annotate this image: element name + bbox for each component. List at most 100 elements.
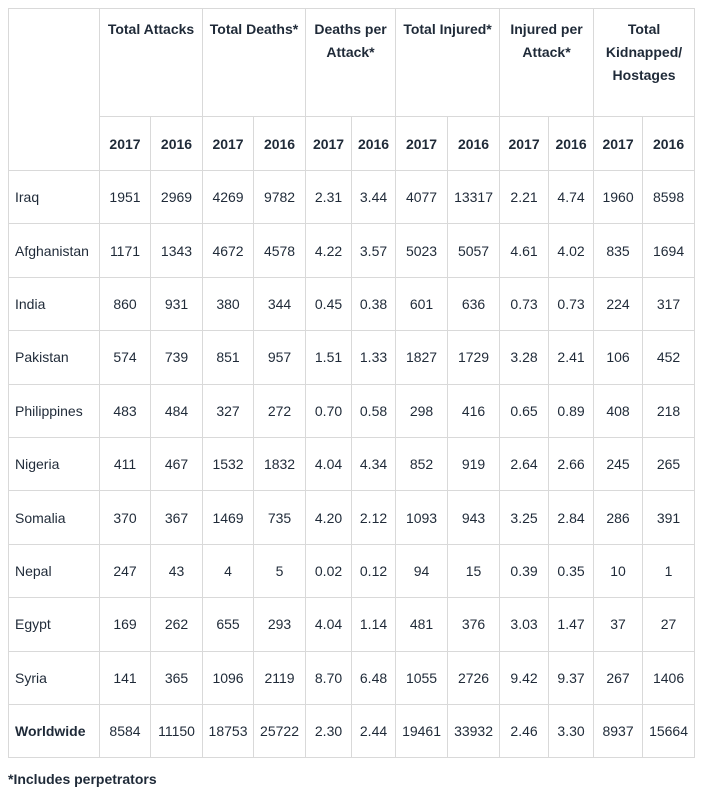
value-cell: 2.84 [548,490,595,545]
header-total-injured: Total Injured* [395,8,501,117]
table-row: Pakistan 574 739 851 957 1.51 1.33 1827 1729 3.28… [8,330,696,385]
value-cell: 0.73 [548,276,595,332]
country-cell: India [8,276,100,332]
value-cell: 218 [642,383,696,438]
value-cell: 3.03 [499,597,550,652]
value-cell: 0.70 [305,383,353,438]
value-cell: 2119 [253,650,307,705]
header-injured-per-attack: Injured per Attack* [499,8,595,117]
header-total-attacks: Total Attacks [98,8,204,117]
value-cell: 141 [99,650,151,705]
value-cell: 0.65 [499,383,550,438]
value-cell: 1 [642,543,696,599]
value-cell: 4.02 [548,223,595,278]
value-cell: 852 [395,436,449,492]
value-cell: 4.74 [548,169,595,225]
value-cell: 957 [253,330,307,385]
value-cell: 267 [593,650,644,705]
value-cell: 265 [642,436,696,492]
footnote: *Includes perpetrators [8,771,157,787]
country-cell: Iraq [8,169,100,225]
value-cell: 1951 [99,169,151,225]
country-cell: Syria [8,650,100,705]
value-cell: 344 [253,276,307,332]
year-header: 2016 [642,116,696,171]
value-cell: 33932 [447,703,501,759]
value-cell: 19461 [395,703,449,759]
value-cell: 2.44 [351,703,397,759]
value-cell: 9.42 [499,650,550,705]
value-cell: 286 [593,490,644,545]
value-cell: 1827 [395,330,449,385]
year-header: 2016 [149,116,204,171]
value-cell: 3.28 [499,330,550,385]
value-cell: 245 [593,436,644,492]
year-header: 2016 [447,116,501,171]
value-cell: 15 [447,543,501,599]
value-cell: 601 [395,276,449,332]
country-cell: Nigeria [8,436,100,492]
value-cell: 1406 [642,650,696,705]
value-cell: 1832 [253,436,307,492]
value-cell: 2969 [149,169,204,225]
value-cell: 411 [99,436,151,492]
country-cell: Nepal [8,543,100,599]
value-cell: 416 [447,383,501,438]
table-row: Somalia 370 367 1469 735 4.20 2.12 1093 943 3.25 2… [8,490,696,545]
year-header: 2017 [593,116,644,171]
year-header-row: 2017 2016 2017 2016 2017 2016 2017 2016 … [9,116,696,171]
value-cell: 1532 [202,436,255,492]
value-cell: 2.21 [499,169,550,225]
value-cell: 3.25 [499,490,550,545]
value-cell: 4.22 [305,223,353,278]
table-row: Nepal 247 43 4 5 0.02 0.12 94 15 0.39 0.35 10 1 [8,543,696,599]
value-cell: 4578 [253,223,307,278]
value-cell: 452 [642,330,696,385]
value-cell: 8.70 [305,650,353,705]
value-cell: 735 [253,490,307,545]
country-cell: Philippines [8,383,100,438]
country-cell: Afghanistan [8,223,100,278]
year-header: 2016 [351,116,397,171]
value-cell: 0.02 [305,543,353,599]
value-cell: 739 [149,330,204,385]
value-cell: 4.04 [305,597,353,652]
table-row: India 860 931 380 344 0.45 0.38 601 636 0.73 0.73 2… [8,276,696,332]
table-body: Iraq 1951 2969 4269 9782 2.31 3.44 4077 13317 2.2… [8,169,696,759]
header-total-kidnapped: Total Kidnapped/ Hostages [593,8,696,117]
table-row: Egypt 169 262 655 293 4.04 1.14 481 376 3.03 1.47 3… [8,597,696,652]
value-cell: 293 [253,597,307,652]
year-header: 2017 [305,116,353,171]
value-cell: 4.61 [499,223,550,278]
value-cell: 1694 [642,223,696,278]
value-cell: 367 [149,490,204,545]
value-cell: 655 [202,597,255,652]
value-cell: 224 [593,276,644,332]
value-cell: 2.31 [305,169,353,225]
year-header: 2017 [395,116,449,171]
value-cell: 94 [395,543,449,599]
table-row: Worldwide 8584 11150 18753 25722 2.30 2.44 1946… [8,703,696,759]
header-total-deaths: Total Deaths* [202,8,307,117]
value-cell: 27 [642,597,696,652]
year-header: 2016 [548,116,595,171]
table-row: Afghanistan 1171 1343 4672 4578 4.22 3.57 5023 5… [8,223,696,278]
value-cell: 11150 [149,703,204,759]
value-cell: 2.64 [499,436,550,492]
value-cell: 8584 [99,703,151,759]
value-cell: 0.35 [548,543,595,599]
value-cell: 0.73 [499,276,550,332]
value-cell: 9.37 [548,650,595,705]
value-cell: 262 [149,597,204,652]
country-cell: Somalia [8,490,100,545]
year-header: 2017 [99,116,151,171]
header-deaths-per-attack: Deaths per Attack* [305,8,397,117]
value-cell: 272 [253,383,307,438]
value-cell: 467 [149,436,204,492]
value-cell: 0.12 [351,543,397,599]
value-cell: 370 [99,490,151,545]
value-cell: 4.20 [305,490,353,545]
year-header: 2016 [253,116,307,171]
value-cell: 4269 [202,169,255,225]
value-cell: 106 [593,330,644,385]
